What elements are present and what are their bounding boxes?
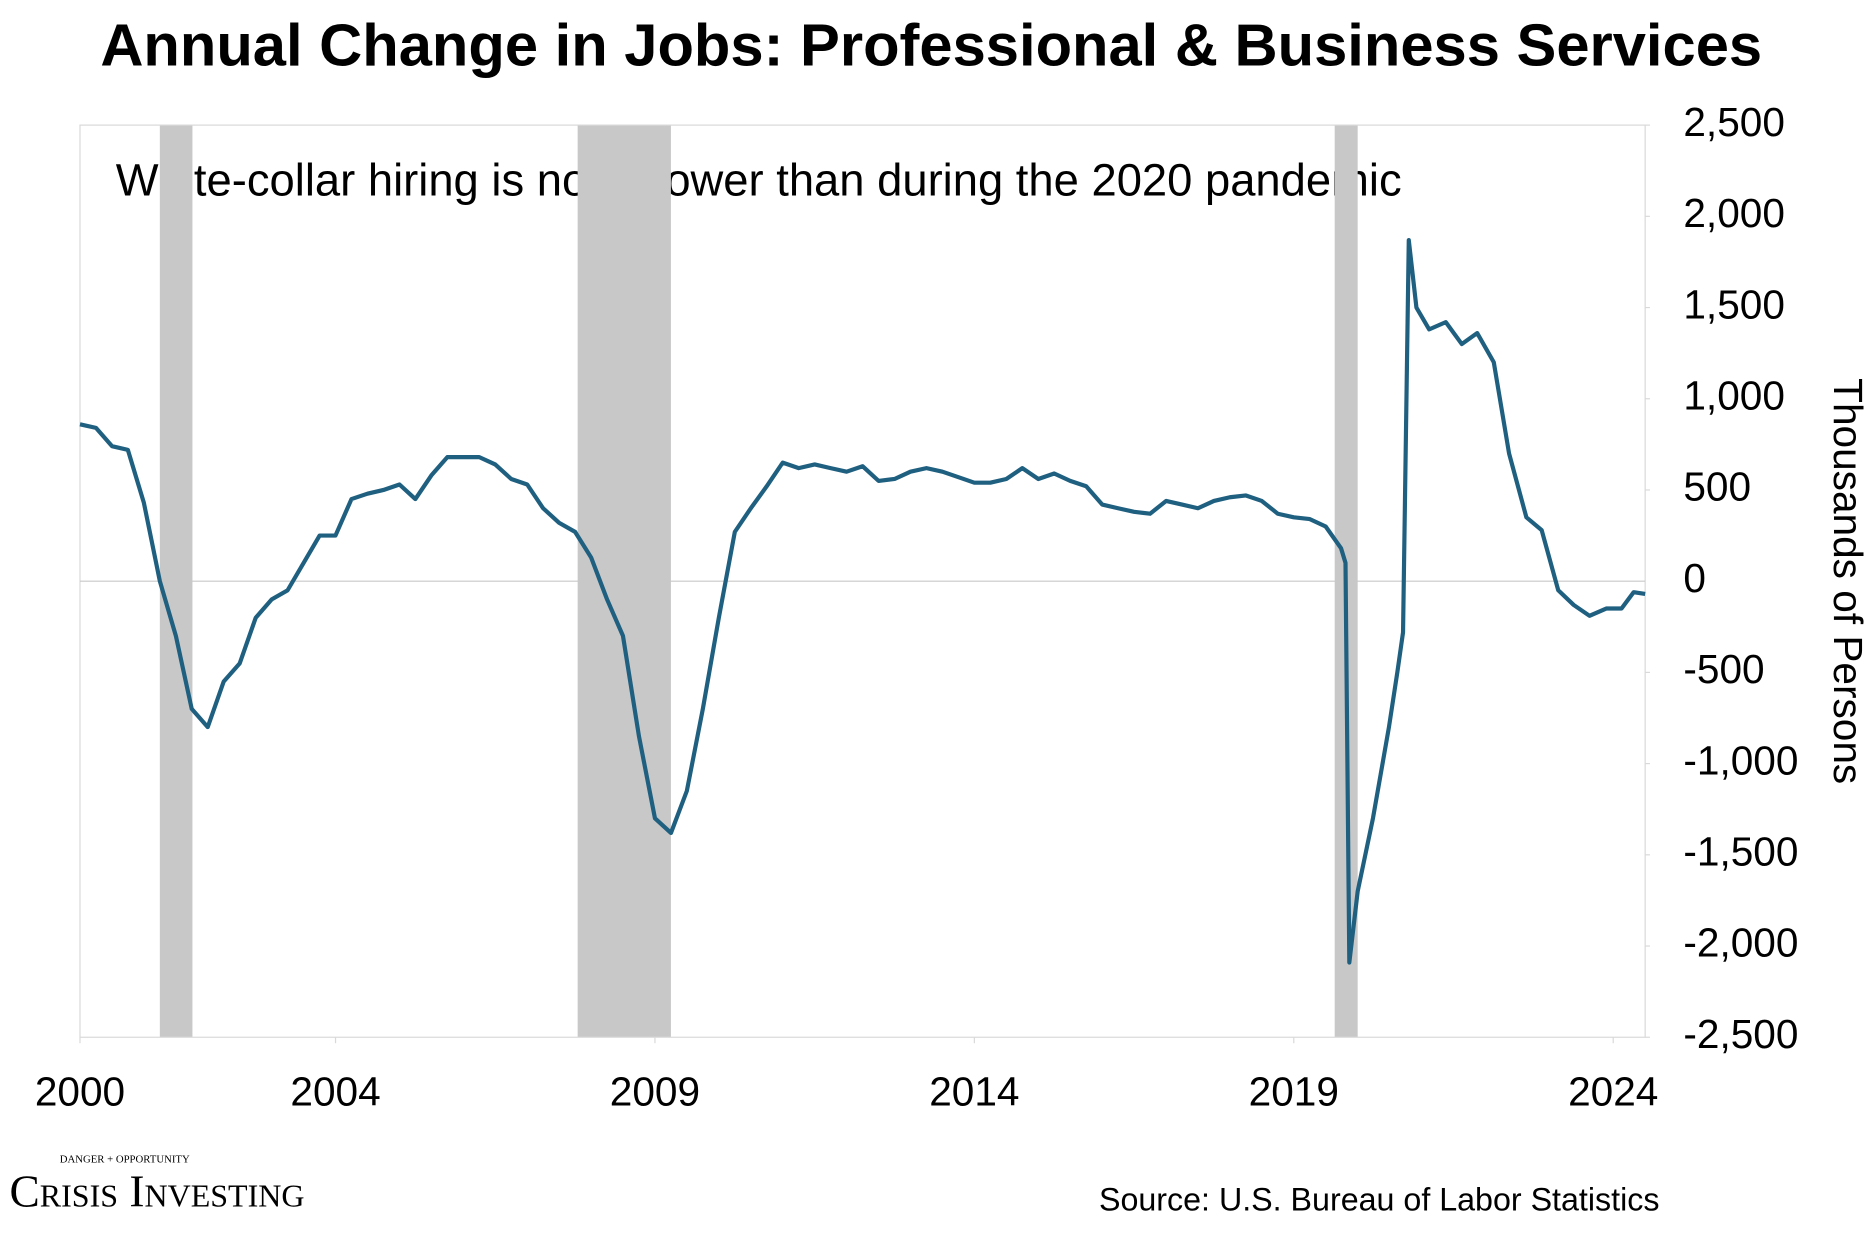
- y-tick-label: 500: [1683, 464, 1751, 510]
- y-axis-label: Thousands of Persons: [1825, 378, 1871, 784]
- x-tick-label: 2019: [1249, 1068, 1339, 1114]
- y-tick-label: -2,000: [1683, 920, 1798, 966]
- y-tick-label: -2,500: [1683, 1011, 1798, 1057]
- y-tick-label: -500: [1683, 646, 1764, 692]
- y-tick-label: 2,500: [1683, 99, 1785, 145]
- logo-name: Crisis Investing: [10, 1166, 305, 1216]
- y-tick-label: 1,000: [1683, 372, 1785, 418]
- source: Source: U.S. Bureau of Labor Statistics: [1099, 1182, 1660, 1218]
- y-tick-label: -1,500: [1683, 829, 1798, 875]
- x-tick-label: 2004: [290, 1068, 380, 1114]
- data-line: [79, 238, 1646, 965]
- x-tick-label: 2000: [35, 1068, 125, 1114]
- chart-title: Annual Change in Jobs: Professional & Bu…: [100, 12, 1762, 79]
- logo-tagline: DANGER + OPPORTUNITY: [60, 1154, 190, 1166]
- annotation: White-collar hiring is now slower than d…: [116, 155, 1402, 206]
- y-tick-label: 2,000: [1683, 190, 1785, 236]
- x-tick-label: 2024: [1568, 1068, 1658, 1114]
- y-tick-label: -1,000: [1683, 737, 1798, 783]
- x-tick-label: 2014: [929, 1068, 1019, 1114]
- x-tick-label: 2009: [610, 1068, 700, 1114]
- y-tick-label: 0: [1683, 555, 1706, 601]
- y-tick-label: 1,500: [1683, 281, 1785, 327]
